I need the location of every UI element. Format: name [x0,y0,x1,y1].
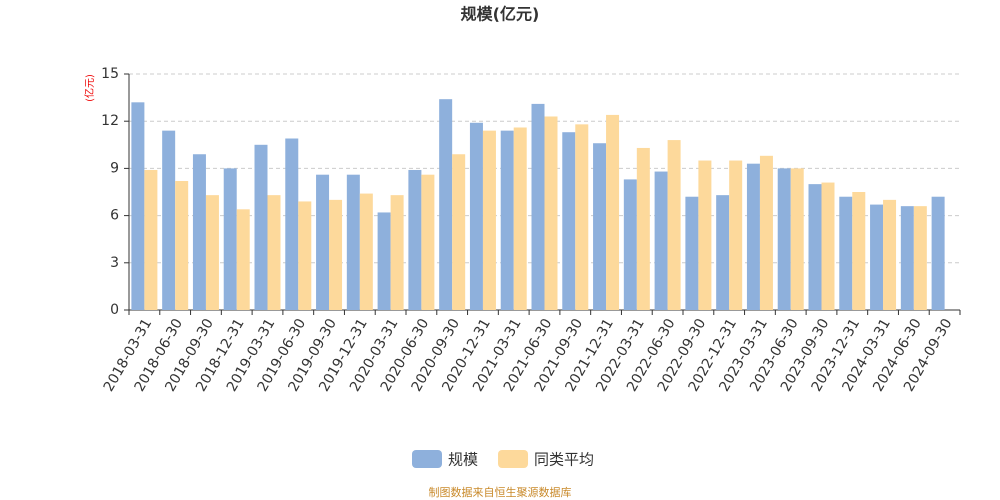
bar [883,199,897,310]
bar [285,138,299,310]
bar [377,212,391,310]
bar [852,192,866,310]
bar [636,147,650,310]
bar [759,155,773,310]
bar [236,209,250,310]
bar [821,182,835,310]
bar [575,124,589,310]
bar [482,130,496,310]
legend-swatch [498,450,529,468]
bar [192,154,206,310]
bar [562,132,576,310]
bar [267,195,281,310]
bar [205,195,219,310]
bar [808,184,822,310]
legend-swatch [412,450,442,468]
bar [777,168,791,310]
y-tick-label: 9 [110,160,119,176]
legend-label: 规模 [448,451,478,469]
bar [469,122,483,310]
bar [870,204,884,310]
bar [421,174,435,310]
bar [839,196,853,310]
bar [162,130,176,310]
bar [175,180,189,310]
legend-label: 同类平均 [534,451,594,469]
bar [698,160,712,310]
chart-title: 规模(亿元) [461,5,540,24]
bar [790,168,804,310]
y-axis-label: (亿元) [83,74,96,102]
bar [654,171,668,310]
bar [623,179,637,310]
bar [316,174,330,310]
bar [144,169,158,310]
bar [346,174,360,310]
y-tick-label: 15 [101,66,119,82]
bar [359,193,373,310]
bar [408,169,422,310]
bar [298,201,312,310]
bar [685,196,699,310]
bar [716,195,730,310]
bar [390,195,404,310]
bar [606,114,620,310]
bar [513,127,527,310]
bar [439,99,453,310]
y-tick-label: 0 [110,302,119,318]
bar [913,206,927,310]
bar [500,130,514,310]
bar [900,206,914,310]
y-tick-label: 6 [110,208,119,224]
bar [931,196,945,310]
bar [223,168,237,310]
bar [329,199,343,310]
bar [667,140,681,310]
source-note: 制图数据来自恒生聚源数据库 [429,485,572,499]
y-tick-label: 3 [110,255,119,271]
bar [746,163,760,310]
bar [254,144,268,310]
bar [593,143,607,310]
bar [452,154,466,310]
bar [544,116,558,310]
bar [131,102,145,310]
y-tick-label: 12 [101,113,119,129]
bar [531,103,545,310]
bar [729,160,743,310]
